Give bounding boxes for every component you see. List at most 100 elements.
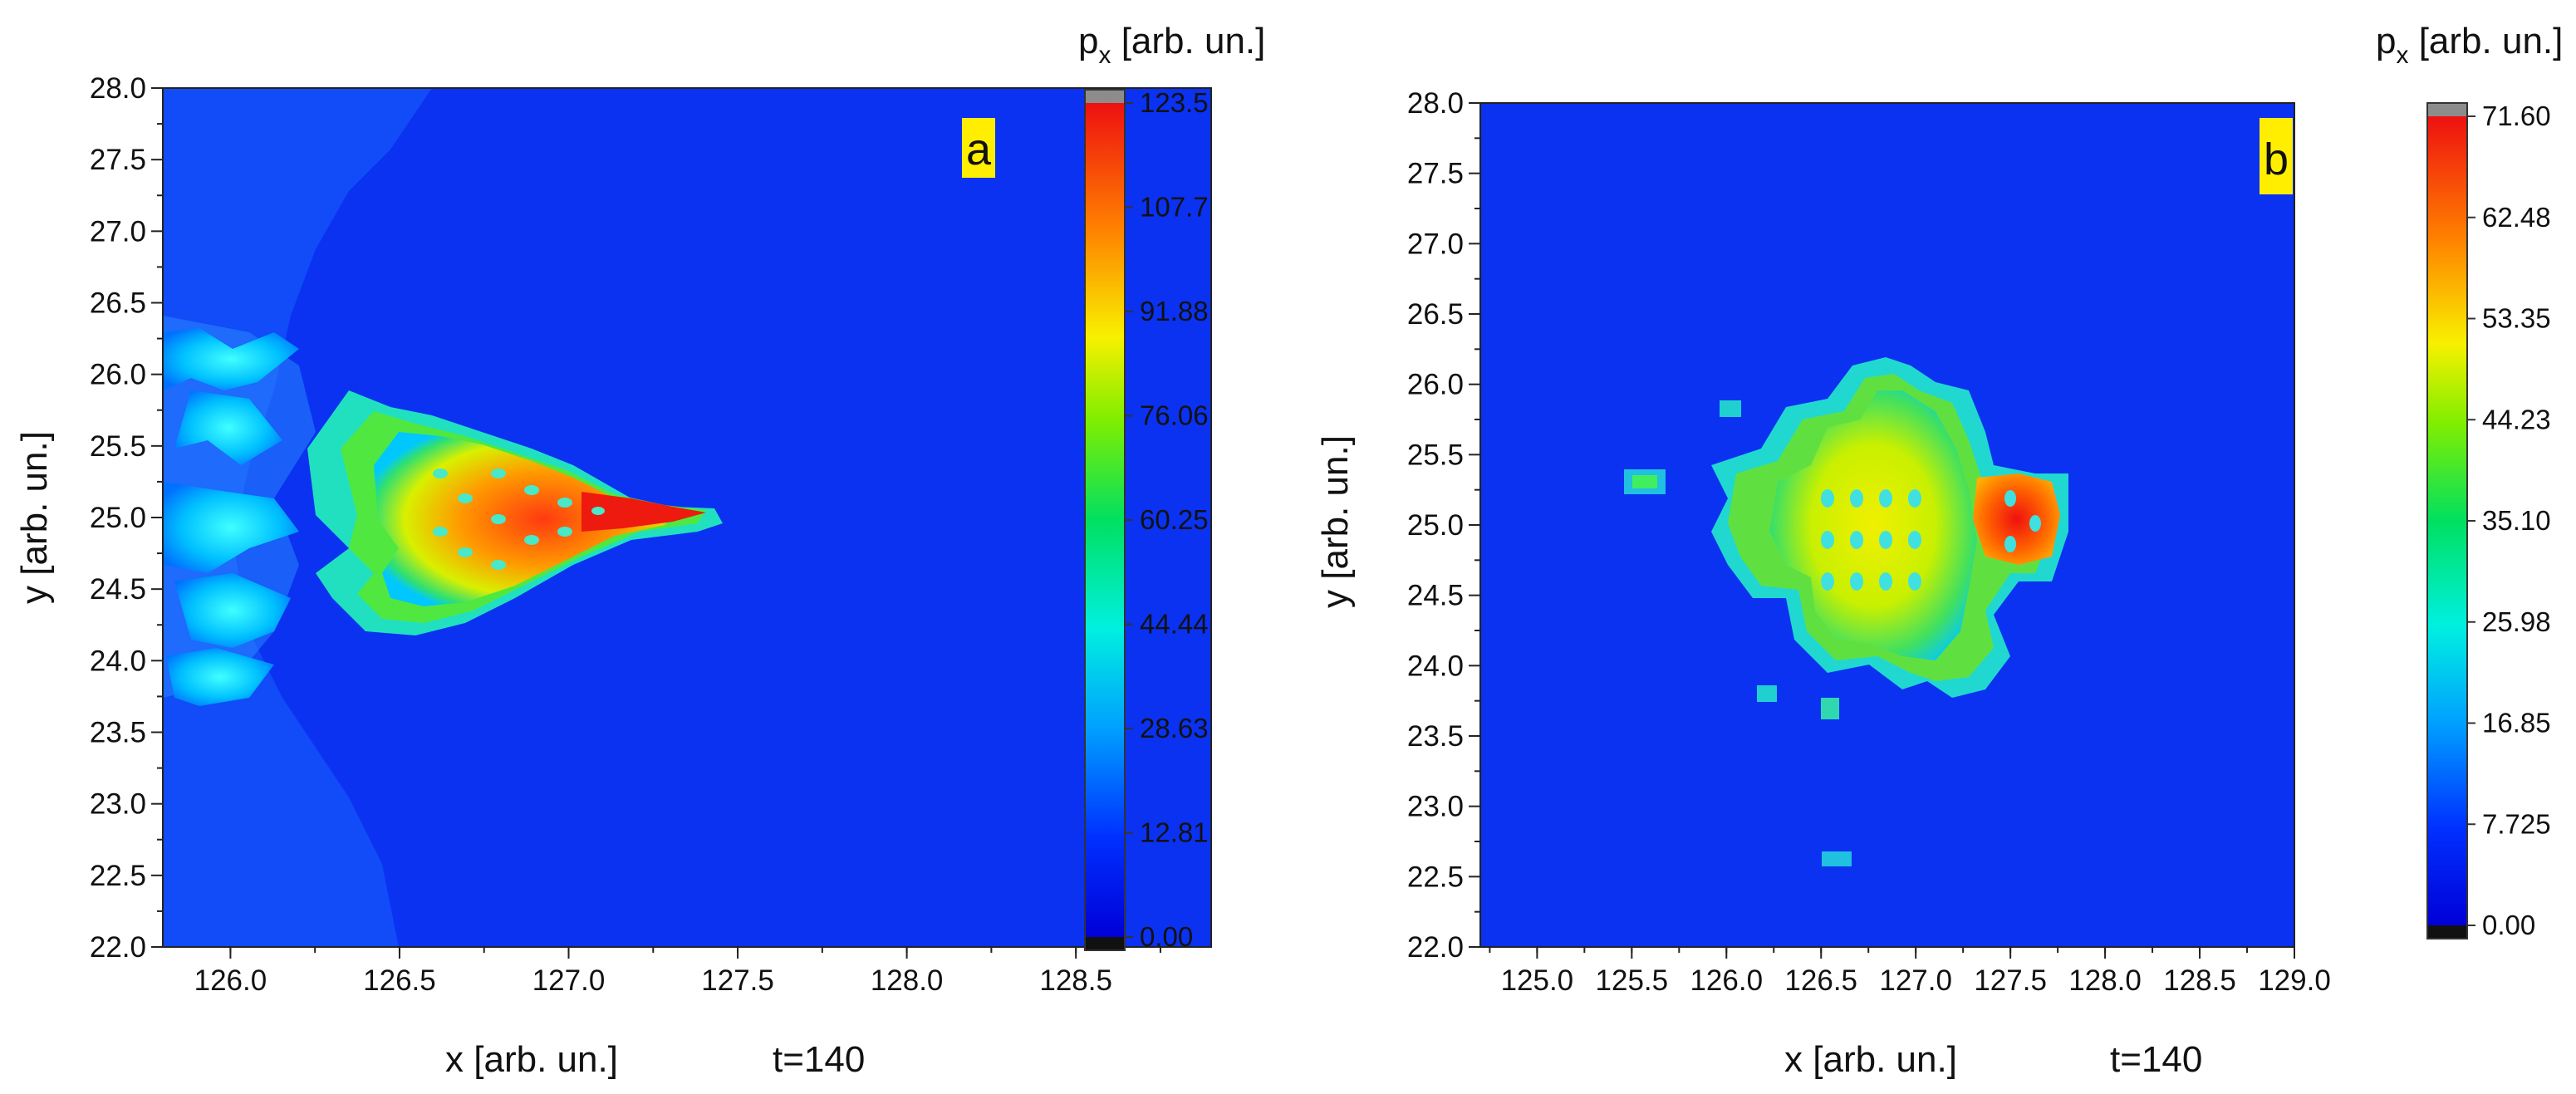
time-label-b: t=140 xyxy=(2110,1039,2202,1080)
y-tick-label-b: 22.5 xyxy=(1407,861,1464,893)
y-tick-label-b: 28.0 xyxy=(1407,87,1464,120)
small-blobs-b xyxy=(1624,400,1852,866)
bubble-a xyxy=(557,498,572,508)
y-tick-label-a: 26.5 xyxy=(90,287,146,320)
y-tick-label-b: 25.5 xyxy=(1407,439,1464,471)
y-tick-label-b: 27.5 xyxy=(1407,158,1464,190)
bubble-b xyxy=(1908,489,1921,508)
x-axis-title-b: x [arb. un.] xyxy=(1784,1039,1957,1080)
x-tick-label-b: 127.5 xyxy=(1974,964,2047,997)
blob-b xyxy=(1821,698,1839,719)
x-tick-label-a: 128.5 xyxy=(1039,964,1112,997)
y-tick-label-a: 25.5 xyxy=(90,430,146,463)
colorbar-label-b: 25.98 xyxy=(2482,606,2551,637)
panel-label-box-a xyxy=(962,118,995,178)
bubble-b xyxy=(1821,489,1834,508)
blob-b xyxy=(1632,475,1657,488)
blob-b xyxy=(1822,851,1852,866)
colorbar-title-a: px [arb. un.] xyxy=(1078,21,1265,69)
y-tick-label-b: 24.0 xyxy=(1407,650,1464,682)
heatmap-a xyxy=(163,88,723,947)
bubble-b xyxy=(2004,490,2016,507)
cluster-lattice-b xyxy=(1821,489,2041,591)
y-tick-label-b: 23.5 xyxy=(1407,720,1464,753)
jet-body-a xyxy=(374,432,681,606)
colorbar-label-a: 76.06 xyxy=(1140,400,1209,431)
colorbar-cap-bottom-a xyxy=(1085,937,1125,950)
colorbar-label-b: 44.23 xyxy=(2482,404,2551,434)
bubble-a xyxy=(591,507,605,515)
colorbar-label-a: 123.5 xyxy=(1140,87,1209,118)
y-tick-label-a: 27.5 xyxy=(90,144,146,176)
blob-a xyxy=(166,648,274,706)
colorbar-label-a: 28.63 xyxy=(1140,713,1209,743)
colorbar-cap-bottom-b xyxy=(2427,925,2467,939)
x-axis-title-a: x [arb. un.] xyxy=(445,1039,618,1080)
x-tick-label-b: 129.0 xyxy=(2258,964,2331,997)
blob-a xyxy=(163,328,299,390)
colorbar-label-a: 44.44 xyxy=(1140,609,1209,640)
x-tick-label-a: 126.5 xyxy=(363,964,436,997)
panel-label-a: a xyxy=(966,125,992,174)
bubble-a xyxy=(458,547,473,557)
y-tick-label-a: 22.5 xyxy=(90,860,146,892)
colorbar-cap-top-a xyxy=(1085,90,1125,103)
bubble-b xyxy=(1879,531,1892,549)
bubble-b xyxy=(1879,572,1892,591)
bubble-b xyxy=(2029,515,2041,532)
colorbar-a: px [arb. un.] 0.00 12.81 28.63 44.44 60.25 76… xyxy=(1078,21,1265,952)
colorbar-ticks-a: 0.00 12.81 28.63 44.44 60.25 76.06 91.88 107.7 1… xyxy=(1125,87,1209,952)
colorbar-title-b: px [arb. un.] xyxy=(2376,21,2563,69)
bubble-b xyxy=(1821,531,1834,549)
bow-region-a xyxy=(163,88,432,947)
x-tick-label-b: 128.5 xyxy=(2163,964,2236,997)
jet-tip-a xyxy=(581,492,706,532)
colorbar-label-b: 35.10 xyxy=(2482,505,2551,536)
y-tick-label-a: 24.5 xyxy=(90,573,146,606)
right-hotspot-b xyxy=(1973,473,2060,565)
blob-b xyxy=(1720,400,1741,417)
x-tick-label-b: 126.0 xyxy=(1690,964,1763,997)
y-tick-label-a: 27.0 xyxy=(90,215,146,248)
panel-label-box-b xyxy=(2260,118,2293,194)
bubble-a xyxy=(524,485,539,495)
x-tick-label-b: 128.0 xyxy=(2068,964,2142,997)
panel-label-b: b xyxy=(2264,135,2289,184)
y-tick-label-b: 27.0 xyxy=(1407,228,1464,260)
y-tick-label-b: 26.5 xyxy=(1407,298,1464,331)
x-tick-label-a: 128.0 xyxy=(871,964,944,997)
colorbar-label-a: 12.81 xyxy=(1140,817,1209,848)
colorbar-label-b: 0.00 xyxy=(2482,910,2535,940)
colorbar-label-b: 7.725 xyxy=(2482,808,2551,839)
bubble-b xyxy=(1850,489,1863,508)
x-tick-label-b: 125.5 xyxy=(1596,964,1669,997)
blob-b xyxy=(1757,685,1777,702)
heatmap-b xyxy=(1624,357,2068,866)
panel-b: 125.0 125.5 126.0 126.5 127.0 127.5 128.0 128.5… xyxy=(1315,87,2331,1080)
y-tick-label-a: 22.0 xyxy=(90,931,146,964)
axes-b: 125.0 125.5 126.0 126.5 127.0 127.5 128.0 128.5… xyxy=(1407,87,2331,997)
x-tick-label-a: 127.5 xyxy=(701,964,774,997)
colorbar-gradient-a xyxy=(1085,103,1125,937)
colorbar-cap-top-b xyxy=(2427,103,2467,116)
colorbar-label-b: 62.48 xyxy=(2482,202,2551,233)
blob-a xyxy=(174,390,282,465)
colorbar-label-b: 16.85 xyxy=(2482,708,2551,738)
y-tick-label-b: 22.0 xyxy=(1407,931,1464,964)
bubble-a xyxy=(458,493,473,503)
y-tick-label-b: 26.0 xyxy=(1407,369,1464,401)
bubble-b xyxy=(1908,531,1921,549)
colorbar-label-a: 60.25 xyxy=(1140,504,1209,535)
bubble-a xyxy=(524,535,539,545)
left-blobs-a xyxy=(163,328,299,706)
colorbar-label-b: 71.60 xyxy=(2482,101,2551,131)
bubble-a xyxy=(557,527,572,537)
y-tick-label-a: 26.0 xyxy=(90,359,146,391)
y-tick-label-b: 25.0 xyxy=(1407,509,1464,542)
y-axis-title-a: y [arb. un.] xyxy=(14,431,55,604)
x-tick-label-b: 125.0 xyxy=(1501,964,1574,997)
colorbar-label-a: 107.7 xyxy=(1140,192,1209,223)
colorbar-label-a: 0.00 xyxy=(1140,921,1193,952)
bubble-b xyxy=(1850,531,1863,549)
y-axis-title-b: y [arb. un.] xyxy=(1315,435,1356,608)
